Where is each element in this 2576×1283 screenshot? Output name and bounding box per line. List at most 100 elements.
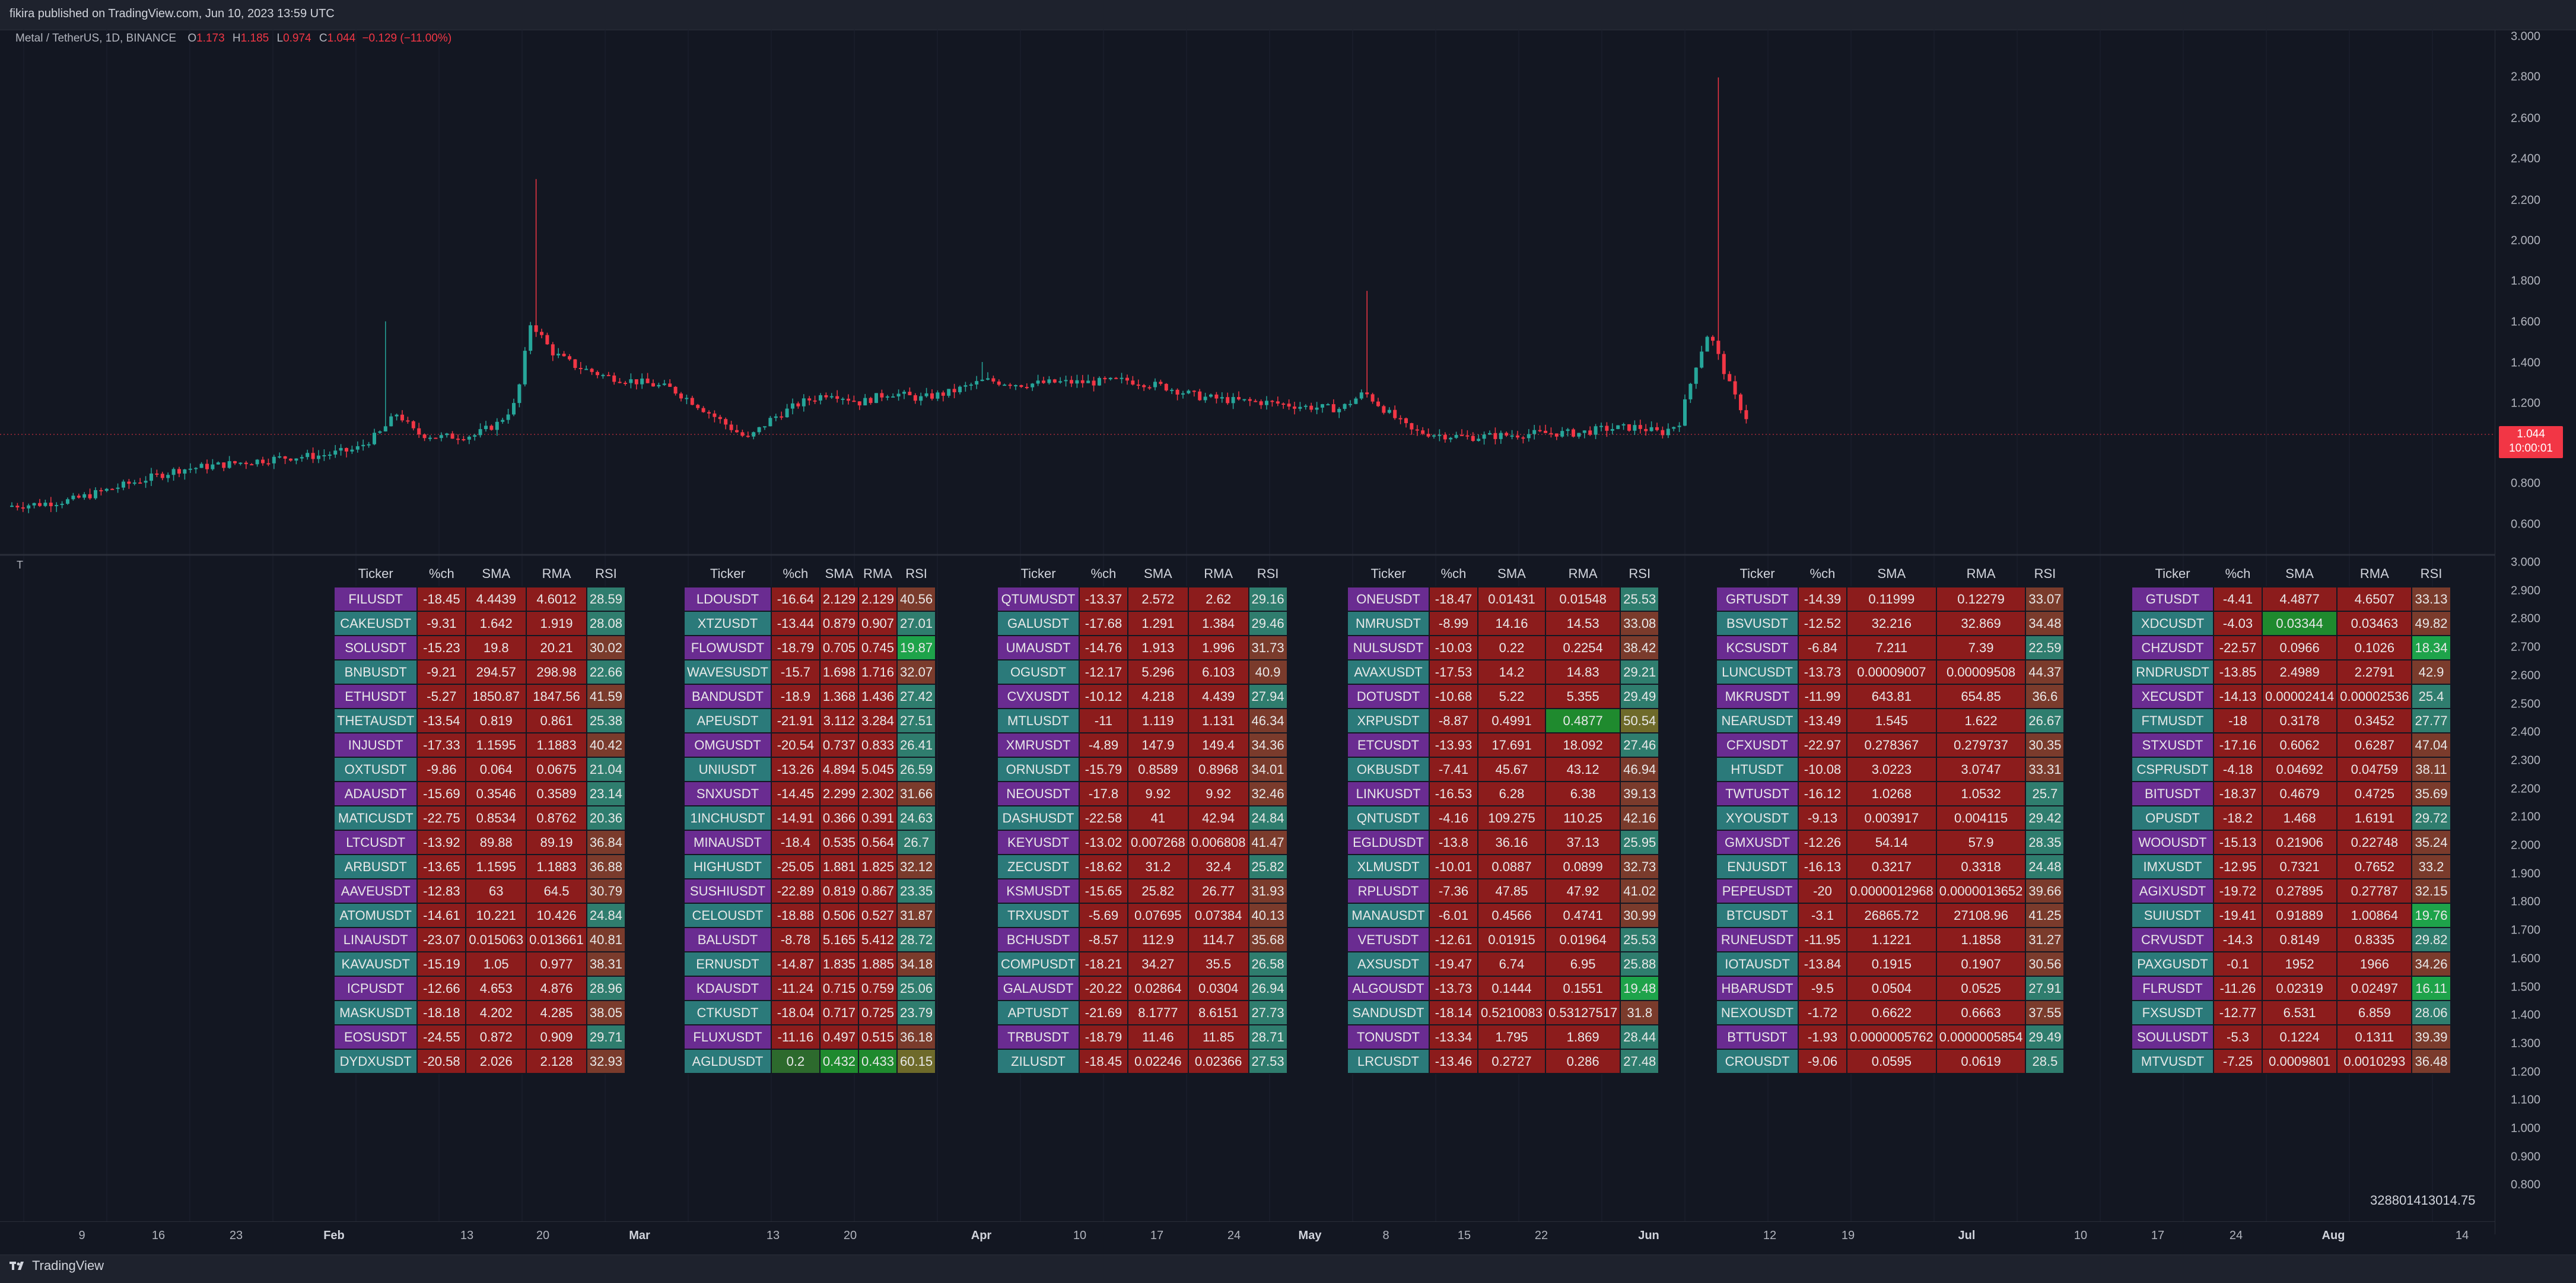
candle-body — [874, 393, 878, 404]
sma-cell: 31.2 — [1127, 854, 1189, 879]
candle-body — [238, 462, 243, 464]
ticker-cell: INJUSDT — [333, 732, 418, 758]
change-cell: -4.41 — [2213, 586, 2263, 612]
ticker-cell: CRVUSDT — [2131, 927, 2214, 952]
table-row: QTUMUSDT -13.37 2.572 2.62 29.16 — [997, 586, 1288, 612]
sma-cell: 4.202 — [465, 1000, 527, 1025]
indicator-label[interactable]: T — [17, 559, 23, 571]
ticker-cell: UNIUSDT — [683, 757, 772, 782]
change-cell: -15.65 — [1079, 878, 1128, 904]
sma-cell: 0.07695 — [1127, 903, 1189, 928]
column-header: SMA — [2285, 566, 2314, 581]
column-header: SMA — [1144, 566, 1172, 581]
sma-cell: 0.2727 — [1477, 1049, 1546, 1074]
candle-body — [1365, 392, 1369, 395]
candle-body — [902, 392, 906, 394]
table-row: KDAUSDT -11.24 0.715 0.759 25.06 — [683, 976, 937, 1001]
rma-cell: 11.85 — [1187, 1024, 1249, 1050]
table-row: MKRUSDT -11.99 643.81 654.85 36.6 — [1716, 684, 2065, 709]
table-row: SNXUSDT -14.45 2.299 2.302 31.66 — [683, 781, 937, 806]
rma-cell: 1.131 — [1187, 708, 1249, 733]
candle-body — [283, 456, 287, 459]
sma-cell: 0.27895 — [2261, 878, 2338, 904]
time-axis[interactable] — [0, 1221, 2495, 1236]
change-cell: -11.16 — [770, 1024, 820, 1050]
change-cell: -13.84 — [1798, 951, 1847, 977]
time-axis-label: May — [1298, 1229, 1322, 1242]
rma-cell: 654.85 — [1935, 684, 2027, 709]
sma-cell: 14.2 — [1477, 659, 1546, 685]
screener-table-1: Ticker %ch SMA RMA RSI FILUSDT -18.45 4.4439 4.6… — [333, 561, 626, 1074]
column-header: RSI — [1629, 566, 1651, 581]
candle-body — [445, 433, 449, 436]
rsi-cell: 25.53 — [1620, 927, 1660, 952]
sma-cell: 5.165 — [819, 927, 859, 952]
rsi-cell: 25.06 — [896, 976, 937, 1001]
change-cell: -5.27 — [416, 684, 467, 709]
tradingview-logo[interactable]: TradingView — [9, 1258, 104, 1274]
time-axis-label: 14 — [2455, 1229, 2469, 1242]
candle-body — [1343, 404, 1347, 409]
candle-body — [740, 432, 745, 436]
change-cell: -7.41 — [1429, 757, 1478, 782]
rma-cell: 1.885 — [857, 951, 898, 977]
table-row: MANAUSDT -6.01 0.4566 0.4741 30.99 — [1347, 903, 1660, 928]
candle-body — [32, 503, 36, 506]
rsi-cell: 27.73 — [1248, 1000, 1288, 1025]
column-header: %ch — [2225, 566, 2251, 581]
candle-body — [406, 420, 410, 422]
rma-cell: 1.996 — [1187, 635, 1249, 660]
change-cell: -20.54 — [770, 732, 820, 758]
candle-body — [1315, 407, 1319, 410]
table-row: TRBUSDT -18.79 11.46 11.85 28.71 — [997, 1024, 1288, 1050]
change-cell: -14.13 — [2213, 684, 2263, 709]
rsi-cell: 33.13 — [2411, 586, 2451, 612]
candle-body — [997, 381, 1001, 385]
table-row: ADAUSDT -15.69 0.3546 0.3589 23.14 — [333, 781, 626, 806]
ticker-cell: SUIUSDT — [2131, 903, 2214, 928]
rma-cell: 0.0010293 — [2336, 1049, 2413, 1074]
candle-body — [696, 405, 700, 408]
rsi-cell: 28.72 — [896, 927, 937, 952]
ticker-cell: VETUSDT — [1347, 927, 1430, 952]
rsi-cell: 40.9 — [1248, 659, 1288, 685]
ticker-cell: AVAXUSDT — [1347, 659, 1430, 685]
rma-cell: 0.00002536 — [2336, 684, 2413, 709]
ticker-cell: ZECUSDT — [997, 854, 1080, 879]
header-row: Ticker %ch SMA RMA RSI — [334, 561, 625, 587]
sma-cell: 0.21906 — [2261, 830, 2338, 855]
candle-body — [88, 494, 92, 498]
candle-body — [1510, 435, 1514, 437]
rma-cell: 0.53127517 — [1544, 1000, 1621, 1025]
candle-body — [1052, 379, 1057, 383]
sma-cell: 0.22 — [1477, 635, 1546, 660]
rma-cell: 8.6151 — [1187, 1000, 1249, 1025]
rma-cell: 0.867 — [857, 878, 898, 904]
candle-body — [1181, 393, 1185, 395]
rma-cell: 1966 — [2336, 951, 2413, 977]
screener-table-2: Ticker %ch SMA RMA RSI LDOUSDT -16.64 2.129 2.12… — [683, 561, 937, 1074]
column-header: %ch — [1090, 566, 1117, 581]
table-row: BSVUSDT -12.52 32.216 32.869 34.48 — [1716, 611, 2065, 636]
ticker-cell: IOTAUSDT — [1716, 951, 1799, 977]
price-axis[interactable] — [2495, 30, 2576, 1234]
sma-cell: 0.01431 — [1477, 586, 1546, 612]
rsi-cell: 32.93 — [586, 1049, 626, 1074]
candle-body — [1170, 389, 1174, 391]
ticker-cell: FTMUSDT — [2131, 708, 2214, 733]
candle-body — [1008, 385, 1012, 386]
indicator-axis-label: 2.800 — [2511, 612, 2541, 625]
table-row: NEXOUSDT -1.72 0.6622 0.6663 37.55 — [1716, 1000, 2065, 1025]
candle-body — [361, 444, 365, 446]
sma-cell: 1.0268 — [1846, 781, 1937, 806]
candle-body — [383, 426, 387, 431]
table-row: WOOUSDT -15.13 0.21906 0.22748 35.24 — [2131, 830, 2451, 855]
table-row: NEOUSDT -17.8 9.92 9.92 32.46 — [997, 781, 1288, 806]
symbol-legend[interactable]: Metal / TetherUS, 1D, BINANCE O1.173 H1.… — [15, 32, 451, 45]
ticker-cell: DYDXUSDT — [333, 1049, 418, 1074]
rsi-cell: 49.82 — [2411, 611, 2451, 636]
ticker-cell: FLRUSDT — [2131, 976, 2214, 1001]
symbol-name[interactable]: Metal / TetherUS, 1D, BINANCE — [15, 32, 177, 45]
candle-body — [484, 425, 488, 430]
change-cell: -17.53 — [1429, 659, 1478, 685]
